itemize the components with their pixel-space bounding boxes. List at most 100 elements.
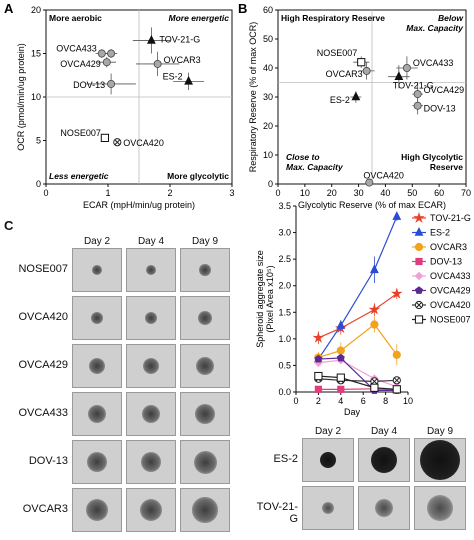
spheroid bbox=[88, 405, 106, 423]
x-tick-label: 70 bbox=[461, 188, 471, 198]
spheroid bbox=[194, 403, 216, 425]
series-line-es-2 bbox=[317, 216, 398, 360]
micrograph-image bbox=[126, 296, 176, 340]
legend-marker-ovca429 bbox=[414, 286, 424, 294]
y-tick-label: 3.0 bbox=[278, 228, 291, 238]
point-label-es-2: ES-2 bbox=[330, 95, 350, 105]
legend-label-dov-13: DOV-13 bbox=[430, 257, 462, 267]
quadrant-label-bottom-right-line2: Reserve bbox=[430, 162, 463, 172]
data-point-dov-13 bbox=[107, 79, 116, 88]
point-label-ovca429: OVCA429 bbox=[60, 59, 101, 69]
x-tick-label: 1 bbox=[105, 188, 110, 198]
series-ovca429 bbox=[314, 353, 401, 394]
data-point-es-2 bbox=[184, 75, 194, 85]
micrograph-image bbox=[72, 488, 122, 532]
micrograph-image bbox=[414, 438, 466, 482]
legend-marker-ovcar3 bbox=[414, 242, 424, 252]
x-axis-label: Glycolytic Reserve (% of max ECAR) bbox=[298, 200, 446, 210]
x-tick-label: 2 bbox=[316, 396, 321, 406]
data-point-tov-21-g bbox=[391, 287, 403, 299]
x-tick-label: 0 bbox=[293, 396, 298, 406]
x-tick-label: 6 bbox=[361, 396, 366, 406]
micrograph-image bbox=[72, 248, 122, 292]
legend-label-nose007: NOSE007 bbox=[430, 315, 471, 325]
legend-label-tov-21-g: TOV-21-G bbox=[430, 213, 471, 223]
spheroid bbox=[140, 499, 162, 521]
data-point-ovca429 bbox=[336, 353, 345, 362]
spheroid bbox=[375, 499, 393, 517]
quadrant-label-bottom-right: More glycolytic bbox=[167, 171, 229, 181]
x-tick-label: 60 bbox=[434, 188, 444, 198]
spheroid bbox=[142, 405, 160, 423]
spheroid bbox=[322, 502, 334, 514]
x-tick-label: 4 bbox=[338, 396, 343, 406]
data-point-ovcar3 bbox=[392, 350, 401, 359]
y-tick-label: 10 bbox=[31, 92, 41, 102]
quadrant-label-top-right-line1: Below bbox=[438, 13, 464, 23]
point-label-dov-13: DOV-13 bbox=[73, 80, 105, 90]
micrograph-image bbox=[180, 248, 230, 292]
micrograph-image bbox=[72, 296, 122, 340]
panel-c-letter: C bbox=[4, 218, 14, 233]
spheroid bbox=[141, 452, 161, 472]
legend-marker-tov-21-g bbox=[413, 211, 425, 223]
series-line-ovcar3 bbox=[318, 323, 398, 359]
spheroid bbox=[146, 265, 156, 275]
spheroid bbox=[193, 450, 217, 474]
x-tick-label: 10 bbox=[300, 188, 310, 198]
legend-label-ovca420: OVCA420 bbox=[430, 300, 471, 310]
y-tick-label: 3.5 bbox=[278, 201, 291, 211]
data-point-nose007 bbox=[370, 383, 379, 392]
data-point-es-2 bbox=[351, 91, 361, 101]
legend-marker-nose007 bbox=[414, 315, 424, 324]
quadrant-label-bottom-left-line1: Close to bbox=[286, 152, 320, 162]
micrograph-image bbox=[72, 440, 122, 484]
quadrant-label-top-left: High Respiratory Reserve bbox=[281, 13, 385, 23]
data-points bbox=[350, 56, 424, 187]
point-label-ovcar3: OVCAR3 bbox=[164, 55, 201, 65]
data-point-tov-21-g bbox=[146, 34, 156, 44]
spheroid bbox=[87, 452, 107, 472]
micrograph-image bbox=[302, 486, 354, 530]
data-point-nose007 bbox=[100, 133, 110, 142]
data-point-ovcar3 bbox=[336, 346, 345, 355]
y-axis-label: Respiratory Reserve (% of max OCR) bbox=[248, 22, 258, 173]
micrograph-image bbox=[414, 486, 466, 530]
spheroid bbox=[198, 311, 212, 325]
data-point-ovca420 bbox=[392, 376, 401, 385]
micrograph-column-day-4: Day 4 bbox=[370, 426, 398, 437]
data-point-ovca433 bbox=[97, 49, 106, 58]
data-point-ovca433 bbox=[402, 64, 411, 73]
x-tick-label: 10 bbox=[403, 396, 413, 406]
chart-c-line: 0 2 4 6 8 10 0.0 0.5 1.0 1.5 2.0 2.5 3.0 3.5 Day Sphero… bbox=[255, 201, 471, 417]
quadrant-label-top-right-line2: Max. Capacity bbox=[406, 23, 464, 33]
legend-label-ovcar3: OVCAR3 bbox=[430, 242, 467, 252]
data-point-nose007 bbox=[314, 371, 323, 381]
y-tick-label: 2.5 bbox=[278, 254, 291, 264]
x-tick-label: 2 bbox=[167, 188, 172, 198]
micrograph-column-day-9: Day 9 bbox=[191, 236, 219, 247]
data-point-ovca429 bbox=[413, 90, 422, 99]
panel-b: B 0 10 20 30 40 50 60 70 0 10 20 30 40 50 60 Glycolytic … bbox=[234, 0, 474, 210]
data-point-dov-13 bbox=[337, 385, 345, 393]
legend-label-ovca433: OVCA433 bbox=[430, 271, 471, 281]
micrograph-image bbox=[126, 440, 176, 484]
x-tick-label: 40 bbox=[380, 188, 390, 198]
micrograph-image bbox=[302, 438, 354, 482]
y-tick-label: 0 bbox=[268, 179, 273, 189]
y-tick-label: 2.0 bbox=[278, 281, 291, 291]
y-tick-label: 5 bbox=[36, 136, 41, 146]
panel-c-line: 0 2 4 6 8 10 0.0 0.5 1.0 1.5 2.0 2.5 3.0 3.5 Day Sphero… bbox=[250, 196, 474, 426]
y-tick-label: 50 bbox=[263, 34, 273, 44]
data-point-tov-21-g bbox=[312, 331, 325, 343]
data-point-tov-21-g bbox=[368, 303, 381, 315]
point-label-tov-21-g: TOV-21-G bbox=[393, 81, 434, 91]
data-point-es-2 bbox=[336, 320, 346, 329]
data-point-ovca420 bbox=[113, 138, 122, 147]
data-point-ovca433b bbox=[107, 49, 116, 58]
panel-letter: B bbox=[238, 1, 247, 16]
y-tick-label: 10 bbox=[263, 150, 273, 160]
spheroid bbox=[192, 497, 218, 523]
point-label-ovcar3: OVCAR3 bbox=[326, 69, 363, 79]
micrograph-image bbox=[126, 344, 176, 388]
